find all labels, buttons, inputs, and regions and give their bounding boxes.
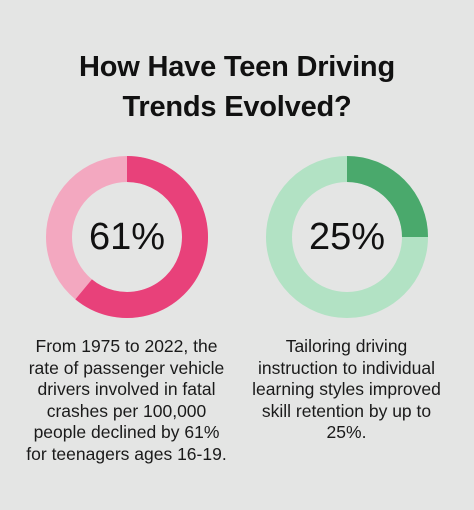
caption-right: Tailoring driving instruction to individ… [252, 336, 441, 442]
donut-value-left: 61% [89, 216, 165, 258]
title-line-2: Trends Evolved? [122, 91, 352, 123]
donut-chart-left: 61% [46, 156, 208, 318]
caption-left: From 1975 to 2022, the rate of passenger… [26, 336, 227, 464]
page-title: How Have Teen Driving Trends Evolved? [0, 47, 474, 127]
donut-arc-right [346, 156, 428, 238]
donut-value-right: 25% [309, 216, 385, 258]
donut-arc-left [75, 156, 208, 318]
title-line-1: How Have Teen Driving [79, 51, 395, 83]
donut-chart-right: 25% [266, 156, 428, 318]
